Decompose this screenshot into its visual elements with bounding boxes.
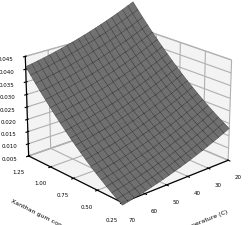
Y-axis label: Xanthan gum conc. (%): Xanthan gum conc. (%) bbox=[10, 197, 78, 225]
X-axis label: Temperature (C): Temperature (C) bbox=[180, 208, 229, 225]
